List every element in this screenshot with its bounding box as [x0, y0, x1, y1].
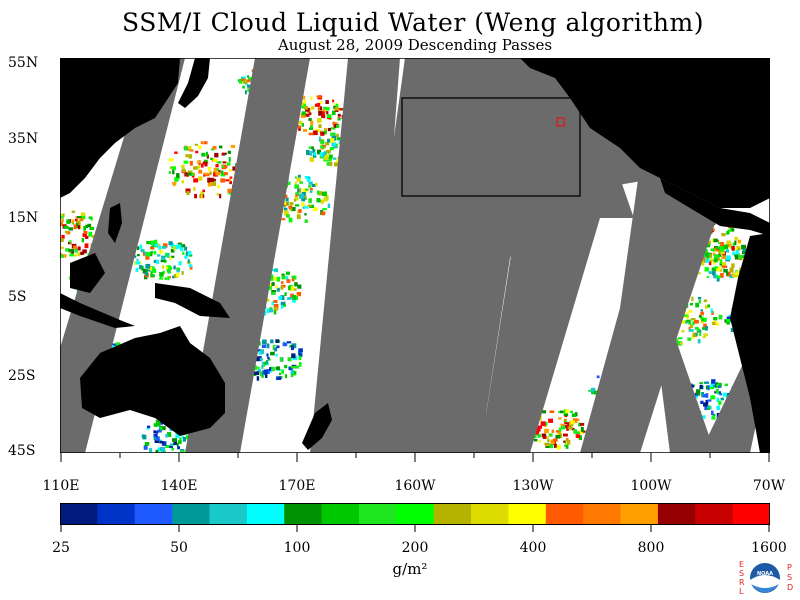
colorbar-cell [209, 503, 248, 525]
colorbar-cell [545, 503, 584, 525]
land-south-america [730, 233, 770, 453]
colorbar-label-50: 50 [170, 540, 188, 556]
lon-label-70w: 70W [752, 478, 786, 494]
swath-gap [480, 178, 715, 453]
region-box [401, 97, 581, 197]
land-philippines [108, 203, 122, 243]
land-masses [60, 58, 770, 453]
colorbar-cell [134, 503, 173, 525]
colorbar-cell [396, 503, 435, 525]
noaa-esrl-psd-logo: E S R L P S D NOAA [739, 560, 793, 596]
lon-label-130w: 130W [512, 478, 554, 494]
lat-label-35n: 35N [8, 131, 39, 147]
colorbar-cell [321, 503, 360, 525]
svg-text:D: D [787, 583, 793, 592]
land-borneo [70, 253, 105, 293]
land-japan [178, 58, 210, 108]
logo-center-text: NOAA [757, 571, 773, 577]
colorbar-cell [620, 503, 659, 525]
colorbar [60, 503, 770, 525]
swath-gap [60, 58, 185, 453]
lon-label-140e: 140E [160, 478, 198, 494]
region-marker [556, 117, 565, 127]
colorbar-label-400: 400 [519, 540, 547, 556]
land-east-asia [60, 58, 180, 198]
lat-label-55n: 55N [8, 55, 39, 71]
colorbar-cell [97, 503, 136, 525]
colorbar-label-800: 800 [637, 540, 665, 556]
colorbar-cell [657, 503, 696, 525]
colorbar-cell [583, 503, 622, 525]
land-central-america [660, 178, 770, 236]
lon-label-100w: 100W [630, 478, 672, 494]
svg-text:R: R [739, 578, 745, 587]
lat-label-45s: 45S [8, 443, 36, 459]
land-sumatra-java [60, 293, 135, 328]
svg-text:S: S [787, 573, 792, 582]
colorbar-cell [60, 503, 98, 525]
land-new-guinea [155, 283, 230, 318]
chart-subtitle: August 28, 2009 Descending Passes [277, 36, 553, 54]
colorbar-label-100: 100 [283, 540, 311, 556]
lon-label-170e: 170E [278, 478, 316, 494]
lon-label-110e: 110E [42, 478, 80, 494]
land-australia [80, 326, 225, 436]
cloud-water-map [60, 58, 770, 453]
logo-left-letters: E [739, 560, 744, 569]
colorbar-cell [433, 503, 472, 525]
logo-right-letters: P [787, 563, 792, 572]
swath-gap [185, 58, 310, 453]
colorbar-cell [695, 503, 734, 525]
lat-label-5s: 5S [8, 289, 27, 305]
colorbar-label-25: 25 [52, 540, 70, 556]
lon-ticks [60, 453, 770, 462]
chart-title: SSM/I Cloud Liquid Water (Weng algorithm… [122, 8, 704, 37]
lat-label-15n: 15N [8, 210, 39, 226]
colorbar-cell [172, 503, 211, 525]
land-new-zealand [302, 403, 332, 450]
colorbar-cell [732, 503, 770, 525]
swath-gap [458, 388, 530, 453]
svg-text:S: S [739, 569, 744, 578]
colorbar-cell [471, 503, 510, 525]
colorbar-cell [284, 503, 323, 525]
lat-label-25s: 25S [8, 368, 36, 384]
colorbar-cell [358, 503, 397, 525]
svg-text:L: L [739, 587, 744, 596]
colorbar-ticks [60, 525, 770, 532]
colorbar-cell [508, 503, 547, 525]
colorbar-cell [246, 503, 285, 525]
colorbar-units: g/m² [392, 560, 428, 578]
colorbar-label-200: 200 [401, 540, 429, 556]
lon-label-160w: 160W [394, 478, 436, 494]
land-north-america [520, 58, 770, 208]
colorbar-label-1600: 1600 [751, 540, 787, 556]
